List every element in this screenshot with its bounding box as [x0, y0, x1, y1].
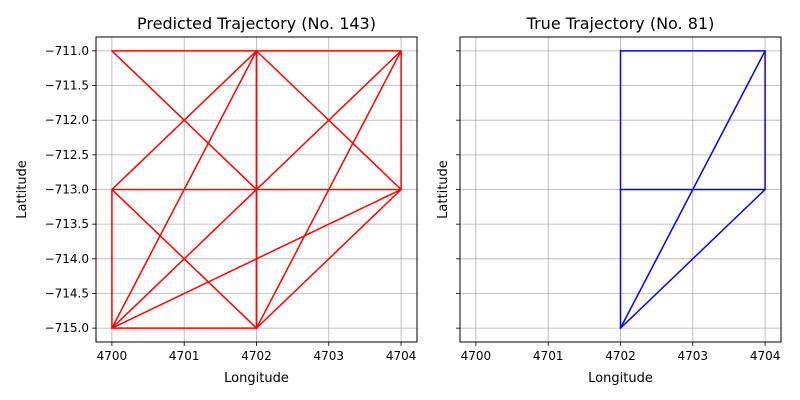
x-tick-label: 4704 — [386, 349, 417, 363]
y-tick-label: −713.5 — [45, 217, 89, 231]
x-tick-label: 4702 — [605, 349, 636, 363]
x-tick-label: 4704 — [750, 349, 781, 363]
x-tick-label: 4702 — [241, 349, 272, 363]
y-tick-label: −715.0 — [45, 321, 89, 335]
y-tick-label: −712.5 — [45, 148, 89, 162]
y-tick-label: −713.0 — [45, 183, 89, 197]
x-axis-label: Longitude — [224, 371, 289, 386]
y-axis-label: Lattitude — [436, 160, 451, 219]
y-axis-label: Lattitude — [15, 160, 30, 219]
y-tick-label: −714.5 — [45, 286, 89, 300]
x-tick-label: 4703 — [678, 349, 709, 363]
x-tick-label: 4700 — [461, 349, 492, 363]
y-tick-label: −711.5 — [45, 79, 89, 93]
x-tick-label: 4701 — [533, 349, 564, 363]
y-tick-label: −711.0 — [45, 44, 89, 58]
y-tick-label: −714.0 — [45, 252, 89, 266]
chart-title: Predicted Trajectory (No. 143) — [137, 14, 376, 33]
x-tick-label: 4701 — [169, 349, 200, 363]
chart-title: True Trajectory (No. 81) — [526, 14, 715, 33]
x-tick-label: 4700 — [97, 349, 128, 363]
x-tick-label: 4703 — [314, 349, 345, 363]
y-tick-label: −712.0 — [45, 113, 89, 127]
x-axis-label: Longitude — [588, 371, 653, 386]
